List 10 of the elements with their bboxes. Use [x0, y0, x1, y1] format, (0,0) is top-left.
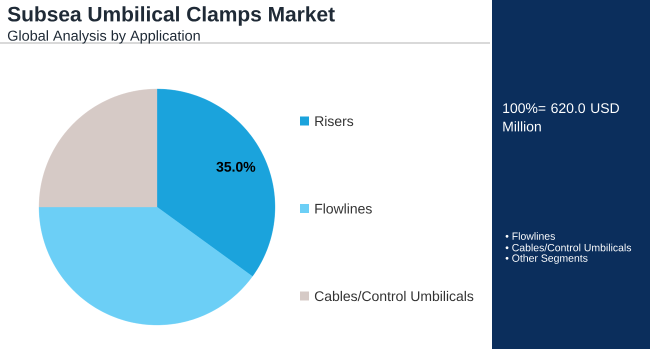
- legend-label: Cables/Control Umbilicals: [314, 290, 474, 302]
- chart-title: Subsea Umbilical Clamps Market: [8, 6, 335, 26]
- chart-subtitle: Global Analysis by Application: [8, 30, 200, 44]
- text: • Cables/Control Umbilicals: [506, 244, 632, 252]
- legend-label: Flowlines: [315, 203, 372, 214]
- text: 100%= 620.0 USD Million: [503, 103, 619, 132]
- text: • Other Segments: [506, 254, 588, 264]
- data-label: 35.0%: [216, 162, 256, 172]
- legend-label: Risers: [315, 116, 354, 126]
- text: • Flowlines: [506, 232, 555, 240]
